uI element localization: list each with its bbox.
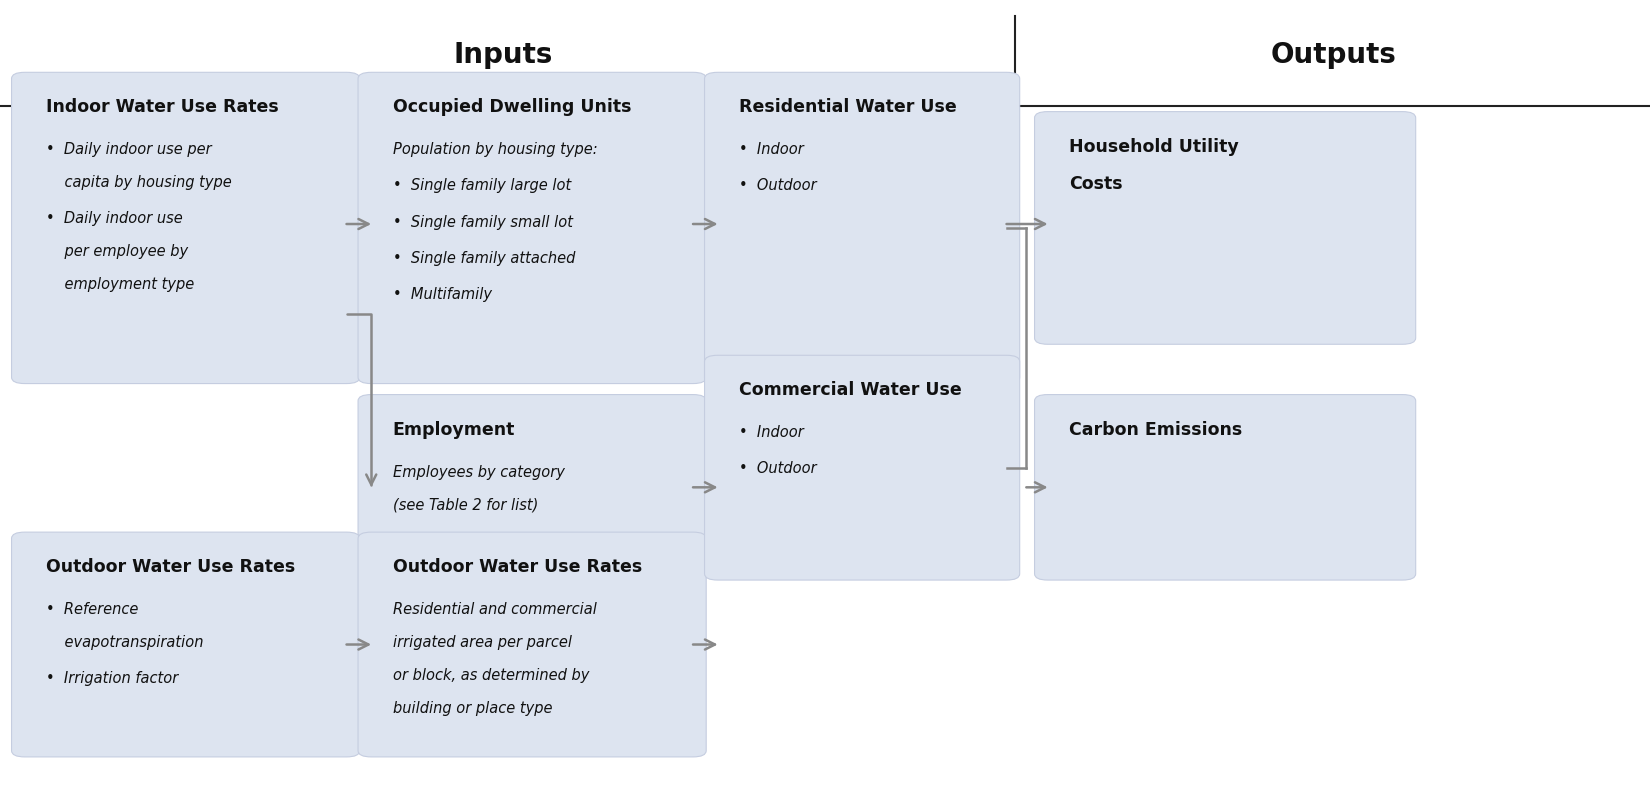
Text: •  Irrigation factor: • Irrigation factor <box>46 671 178 686</box>
Text: employment type: employment type <box>46 277 195 292</box>
FancyBboxPatch shape <box>705 355 1020 580</box>
Text: Residential Water Use: Residential Water Use <box>739 98 957 116</box>
Text: Carbon Emissions: Carbon Emissions <box>1069 421 1242 439</box>
Text: •  Outdoor: • Outdoor <box>739 178 817 193</box>
Text: or block, as determined by: or block, as determined by <box>393 668 589 683</box>
FancyBboxPatch shape <box>12 532 360 757</box>
Text: •  Outdoor: • Outdoor <box>739 461 817 476</box>
Text: •  Reference: • Reference <box>46 602 139 617</box>
FancyBboxPatch shape <box>705 72 1020 384</box>
FancyBboxPatch shape <box>358 532 706 757</box>
Text: per employee by: per employee by <box>46 244 188 259</box>
Text: Indoor Water Use Rates: Indoor Water Use Rates <box>46 98 279 116</box>
Text: Employees by category: Employees by category <box>393 465 564 479</box>
Text: •  Single family attached: • Single family attached <box>393 251 576 266</box>
Text: Outdoor Water Use Rates: Outdoor Water Use Rates <box>393 558 642 576</box>
Text: •  Single family small lot: • Single family small lot <box>393 215 573 230</box>
Text: Population by housing type:: Population by housing type: <box>393 142 597 157</box>
FancyBboxPatch shape <box>1035 112 1416 344</box>
Text: •  Daily indoor use per: • Daily indoor use per <box>46 142 211 157</box>
Text: Costs: Costs <box>1069 175 1122 193</box>
Text: Occupied Dwelling Units: Occupied Dwelling Units <box>393 98 632 116</box>
Text: •  Daily indoor use: • Daily indoor use <box>46 211 183 226</box>
Text: •  Single family large lot: • Single family large lot <box>393 178 571 193</box>
FancyBboxPatch shape <box>1035 395 1416 580</box>
Text: Employment: Employment <box>393 421 515 439</box>
Text: Inputs: Inputs <box>454 41 553 69</box>
Text: Household Utility: Household Utility <box>1069 138 1239 156</box>
Text: (see Table 2 for list): (see Table 2 for list) <box>393 498 538 512</box>
Text: evapotranspiration: evapotranspiration <box>46 635 203 650</box>
Text: Outdoor Water Use Rates: Outdoor Water Use Rates <box>46 558 295 576</box>
Text: Residential and commercial: Residential and commercial <box>393 602 597 617</box>
Text: Commercial Water Use: Commercial Water Use <box>739 381 962 399</box>
Text: capita by housing type: capita by housing type <box>46 175 233 190</box>
Text: •  Indoor: • Indoor <box>739 425 804 440</box>
FancyBboxPatch shape <box>358 72 706 384</box>
Text: building or place type: building or place type <box>393 701 553 716</box>
FancyBboxPatch shape <box>12 72 360 384</box>
Text: Outputs: Outputs <box>1270 41 1396 69</box>
Text: irrigated area per parcel: irrigated area per parcel <box>393 635 571 650</box>
Text: •  Indoor: • Indoor <box>739 142 804 157</box>
Text: •  Multifamily: • Multifamily <box>393 287 492 302</box>
FancyBboxPatch shape <box>358 395 706 580</box>
